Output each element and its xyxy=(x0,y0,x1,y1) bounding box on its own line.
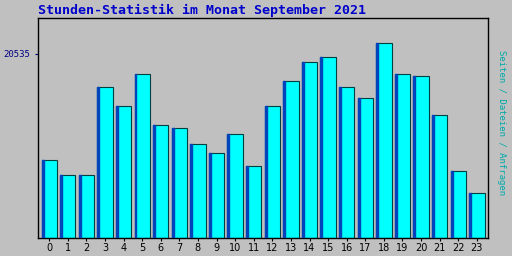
Bar xyxy=(190,144,205,238)
Bar xyxy=(97,87,113,238)
Bar xyxy=(395,74,397,238)
Bar xyxy=(395,74,410,238)
Bar xyxy=(339,87,341,238)
Text: Seiten / Dateien / Anfragen: Seiten / Dateien / Anfragen xyxy=(497,50,506,195)
Bar xyxy=(358,98,359,238)
Text: Stunden-Statistik im Monat September 2021: Stunden-Statistik im Monat September 202… xyxy=(38,4,366,17)
Bar xyxy=(190,144,193,238)
Bar xyxy=(116,106,131,238)
Bar xyxy=(79,175,94,238)
Bar xyxy=(41,159,44,238)
Bar xyxy=(283,81,298,238)
Bar xyxy=(209,153,224,238)
Bar xyxy=(451,170,453,238)
Bar xyxy=(358,98,373,238)
Bar xyxy=(470,193,471,238)
Bar xyxy=(321,57,323,238)
Bar xyxy=(414,76,429,238)
Bar xyxy=(302,62,304,238)
Bar xyxy=(246,166,248,238)
Bar xyxy=(339,87,354,238)
Bar xyxy=(60,175,62,238)
Bar xyxy=(283,81,285,238)
Bar xyxy=(376,43,392,238)
Bar xyxy=(172,128,174,238)
Bar xyxy=(414,76,415,238)
Bar xyxy=(79,175,81,238)
Bar xyxy=(265,106,267,238)
Bar xyxy=(246,166,261,238)
Bar xyxy=(153,125,168,238)
Bar xyxy=(135,74,150,238)
Bar xyxy=(153,125,155,238)
Bar xyxy=(302,62,317,238)
Bar xyxy=(60,175,75,238)
Bar xyxy=(41,159,57,238)
Bar xyxy=(172,128,187,238)
Bar xyxy=(451,170,466,238)
Bar xyxy=(432,115,447,238)
Bar xyxy=(227,134,243,238)
Bar xyxy=(209,153,211,238)
Bar xyxy=(135,74,137,238)
Bar xyxy=(265,106,280,238)
Bar xyxy=(321,57,336,238)
Bar xyxy=(432,115,434,238)
Bar xyxy=(227,134,229,238)
Bar xyxy=(97,87,99,238)
Bar xyxy=(116,106,118,238)
Bar xyxy=(376,43,378,238)
Bar xyxy=(470,193,484,238)
